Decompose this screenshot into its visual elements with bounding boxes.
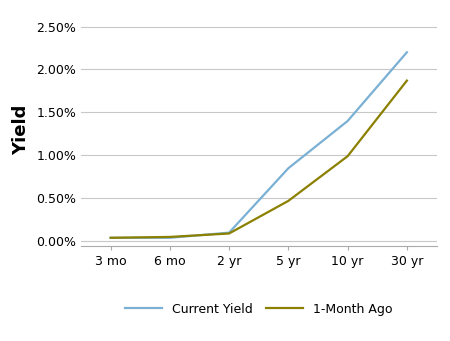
1-Month Ago — [167, 235, 173, 239]
Current Yield — [108, 236, 113, 240]
1-Month Ago — [108, 236, 113, 240]
Line: 1-Month Ago: 1-Month Ago — [111, 80, 407, 238]
Current Yield — [404, 50, 410, 54]
1-Month Ago — [226, 232, 232, 236]
Current Yield — [226, 231, 232, 235]
Current Yield — [167, 236, 173, 240]
Current Yield — [286, 166, 291, 170]
Y-axis label: Yield: Yield — [13, 104, 31, 155]
Current Yield — [345, 119, 350, 123]
1-Month Ago — [345, 154, 350, 158]
1-Month Ago — [404, 78, 410, 83]
Line: Current Yield: Current Yield — [111, 52, 407, 238]
1-Month Ago — [286, 199, 291, 203]
Legend: Current Yield, 1-Month Ago: Current Yield, 1-Month Ago — [125, 303, 392, 316]
